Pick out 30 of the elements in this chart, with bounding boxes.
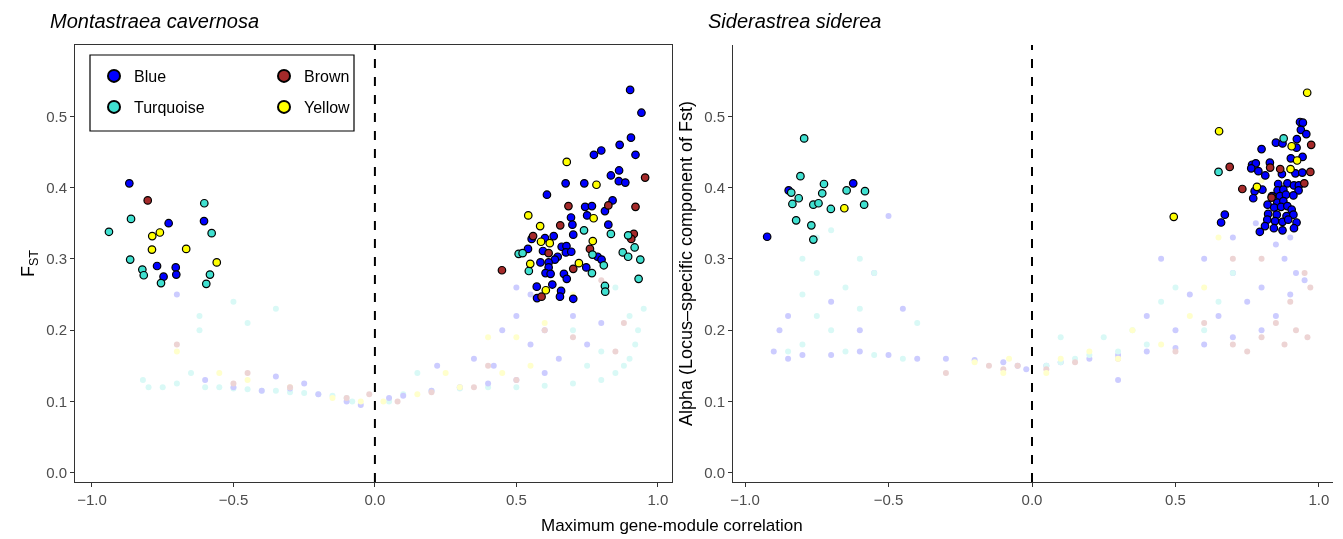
y-tick-label: 0.5 bbox=[46, 107, 67, 125]
y-tick-label: 0.0 bbox=[704, 463, 725, 481]
chart-title: Siderastrea siderea bbox=[708, 10, 882, 32]
x-axis-title: Maximum gene-module correlation bbox=[541, 516, 803, 535]
y-axis-title: Alpha (Locus–specific component of Fst) bbox=[676, 100, 697, 427]
x-tick-label: 0.0 bbox=[1021, 491, 1043, 508]
y-tick-label: 0.5 bbox=[704, 107, 725, 125]
x-tick-label: 0.5 bbox=[1165, 491, 1186, 508]
x-tick-label: 0.5 bbox=[505, 491, 527, 508]
y-tick-label: 0.1 bbox=[704, 392, 725, 410]
legend-label: Yellow bbox=[304, 99, 351, 117]
x-tick-label: −0.5 bbox=[873, 491, 904, 508]
legend-label: Turquoise bbox=[134, 99, 205, 117]
y-tick-label: 0.3 bbox=[46, 250, 67, 268]
x-tick-label: −0.5 bbox=[218, 491, 249, 508]
legend-label: Blue bbox=[134, 68, 167, 86]
x-tick-label: −1.0 bbox=[730, 491, 760, 508]
y-tick-label: 0.0 bbox=[46, 463, 67, 481]
y-tick-label: 0.4 bbox=[704, 178, 725, 196]
x-tick-label: 0.0 bbox=[364, 491, 386, 508]
legend-label: Brown bbox=[304, 68, 350, 86]
x-tick-label: 1.0 bbox=[647, 491, 669, 508]
x-tick-label: 1.0 bbox=[1308, 491, 1330, 508]
chart-title: Montastraea cavernosa bbox=[50, 10, 260, 32]
y-tick-label: 0.2 bbox=[704, 321, 725, 339]
y-tick-label: 0.1 bbox=[46, 392, 67, 410]
y-tick-label: 0.2 bbox=[46, 321, 67, 339]
x-tick-label: −1.0 bbox=[77, 491, 107, 508]
y-tick-label: 0.4 bbox=[46, 178, 67, 196]
y-tick-label: 0.3 bbox=[704, 250, 725, 268]
